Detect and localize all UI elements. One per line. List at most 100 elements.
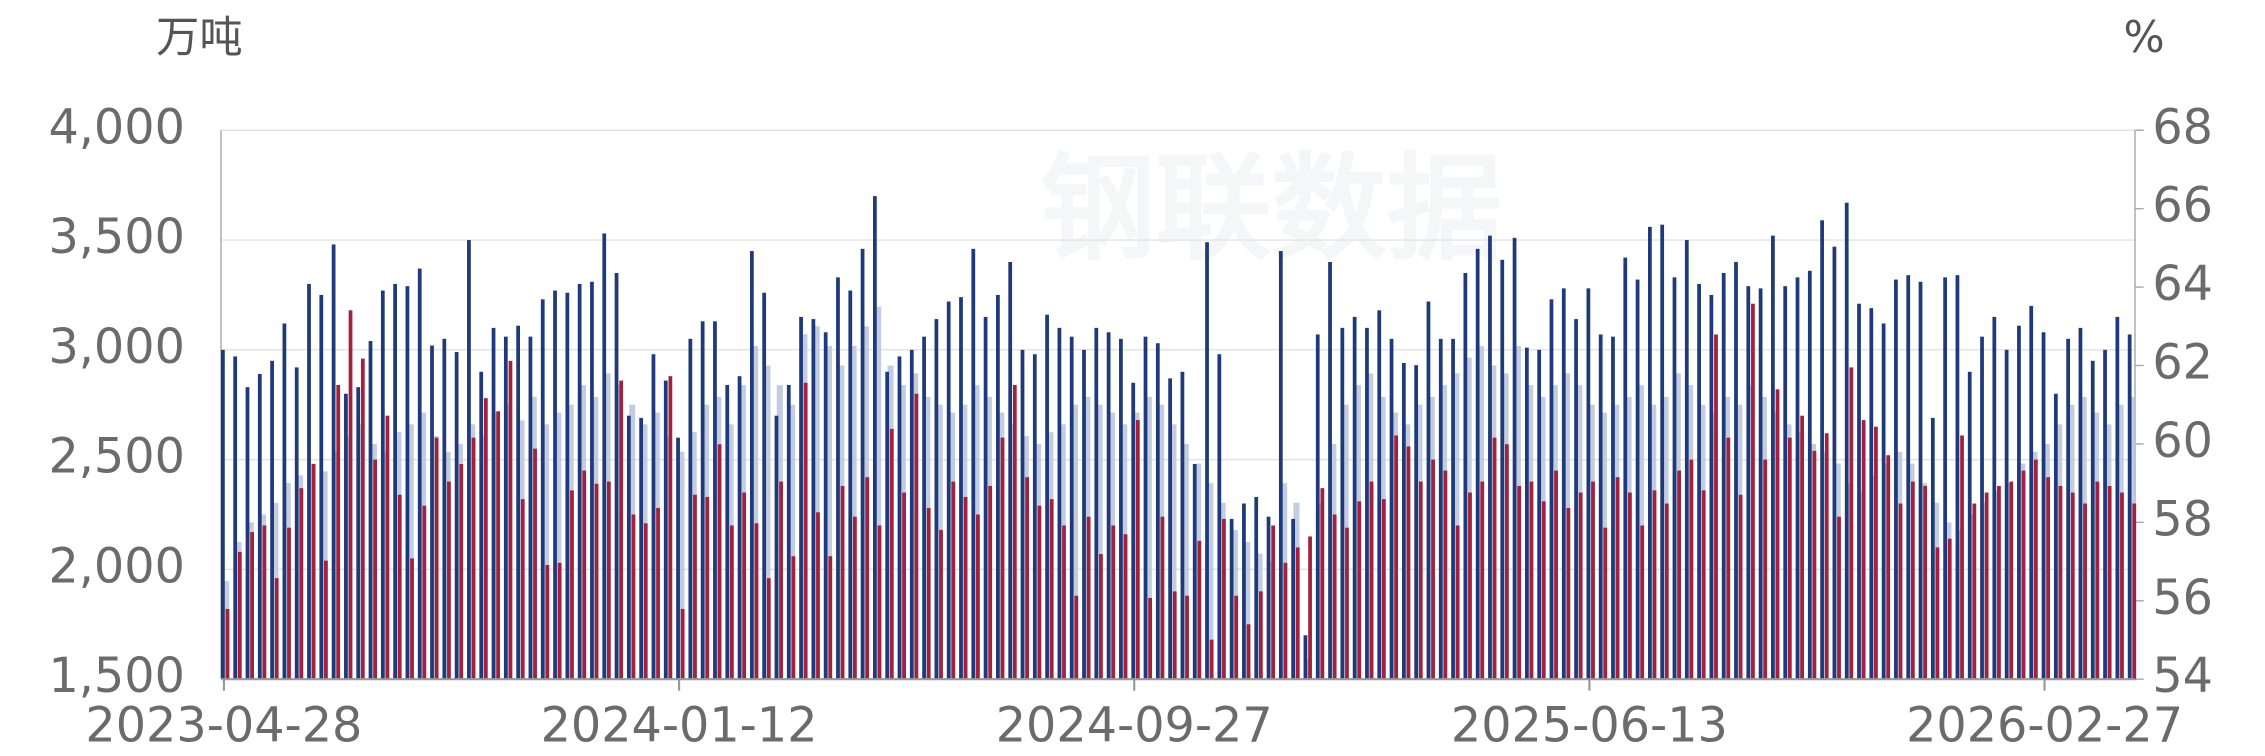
bar bbox=[1160, 516, 1165, 680]
bar bbox=[2090, 360, 2095, 680]
bar bbox=[939, 529, 943, 680]
bar bbox=[1837, 516, 1841, 680]
bar bbox=[872, 196, 877, 680]
bar bbox=[678, 451, 685, 680]
bar bbox=[590, 281, 594, 680]
y2-tick-label: 68 bbox=[2152, 100, 2213, 155]
bar bbox=[1352, 316, 1357, 680]
bar bbox=[885, 371, 890, 680]
bar bbox=[946, 301, 951, 680]
bar bbox=[1381, 499, 1386, 680]
bar bbox=[422, 505, 427, 680]
bar bbox=[705, 496, 710, 680]
bar bbox=[1291, 518, 1296, 680]
y2-tick-label: 54 bbox=[2152, 649, 2213, 704]
bar bbox=[1217, 354, 1222, 680]
bar bbox=[2029, 305, 2034, 680]
bar bbox=[680, 608, 685, 680]
bar bbox=[2058, 485, 2063, 680]
bar bbox=[934, 319, 939, 680]
bar bbox=[1894, 279, 1898, 680]
bar bbox=[1984, 492, 1989, 680]
bar bbox=[2127, 334, 2132, 680]
bar bbox=[1611, 336, 1615, 680]
bar bbox=[491, 327, 496, 680]
bar bbox=[764, 365, 771, 680]
bar bbox=[1775, 389, 1780, 680]
bar bbox=[813, 326, 820, 680]
bar bbox=[860, 248, 865, 680]
bar bbox=[1071, 404, 1079, 680]
y2-tick-label: 58 bbox=[2152, 492, 2213, 547]
bar bbox=[1881, 323, 1886, 680]
bar bbox=[1849, 367, 1854, 680]
bar bbox=[1320, 488, 1325, 680]
bar bbox=[1652, 490, 1657, 680]
bar bbox=[407, 424, 414, 680]
bar bbox=[1401, 363, 1406, 680]
bar bbox=[1185, 595, 1189, 680]
bar bbox=[909, 349, 914, 680]
bar bbox=[1234, 595, 1239, 680]
bar bbox=[1771, 235, 1775, 680]
bar bbox=[1062, 525, 1066, 680]
bar bbox=[1512, 237, 1517, 680]
bar bbox=[262, 525, 267, 680]
bar bbox=[1672, 277, 1677, 680]
bar bbox=[1032, 354, 1037, 680]
bar bbox=[270, 360, 274, 680]
bar bbox=[533, 448, 537, 680]
bar bbox=[1591, 481, 1595, 680]
bar bbox=[1923, 485, 1928, 680]
bar bbox=[348, 310, 353, 680]
bar bbox=[1451, 338, 1455, 680]
bar bbox=[1099, 554, 1103, 680]
bar bbox=[1244, 541, 1251, 680]
bar bbox=[1628, 492, 1632, 680]
bar bbox=[1960, 435, 1964, 680]
bar bbox=[1787, 437, 1792, 680]
bar bbox=[951, 481, 956, 680]
bar bbox=[1106, 332, 1111, 680]
bar bbox=[1431, 459, 1435, 680]
bar bbox=[307, 283, 311, 680]
bar bbox=[1955, 275, 1960, 680]
bar bbox=[1529, 481, 1534, 680]
bar bbox=[1549, 299, 1554, 680]
bar bbox=[405, 286, 410, 680]
bar bbox=[1598, 334, 1603, 680]
bar bbox=[996, 294, 1000, 680]
bar bbox=[651, 354, 656, 680]
bar bbox=[836, 277, 840, 680]
y-axis-unit: 万吨 bbox=[156, 13, 243, 63]
bar bbox=[1758, 288, 1763, 680]
x-tick-label: 2023-04-28 bbox=[85, 698, 362, 753]
bar bbox=[631, 514, 636, 680]
watermark: 钢联数据 bbox=[1040, 143, 1502, 277]
bar bbox=[1369, 481, 1374, 680]
x-tick-label: 2024-09-27 bbox=[996, 698, 1273, 753]
bar bbox=[1192, 464, 1197, 680]
bar bbox=[1701, 490, 1706, 680]
y2-axis-unit: % bbox=[2123, 13, 2164, 63]
bar bbox=[1119, 338, 1123, 680]
bar bbox=[2095, 481, 2100, 680]
bar bbox=[825, 345, 833, 680]
bar bbox=[324, 560, 328, 680]
bar bbox=[479, 371, 484, 680]
bar bbox=[282, 323, 287, 680]
bar bbox=[1182, 443, 1189, 680]
bar bbox=[1254, 496, 1259, 680]
bar bbox=[1997, 485, 2001, 680]
bar bbox=[791, 556, 796, 680]
bar bbox=[274, 578, 279, 680]
bar bbox=[1554, 470, 1558, 680]
bar bbox=[225, 608, 230, 680]
bar bbox=[1145, 396, 1152, 680]
bar bbox=[602, 233, 607, 680]
bar bbox=[1332, 514, 1337, 680]
bar bbox=[245, 387, 250, 680]
bar bbox=[454, 352, 459, 680]
bar bbox=[508, 360, 513, 680]
bar bbox=[1168, 378, 1172, 680]
